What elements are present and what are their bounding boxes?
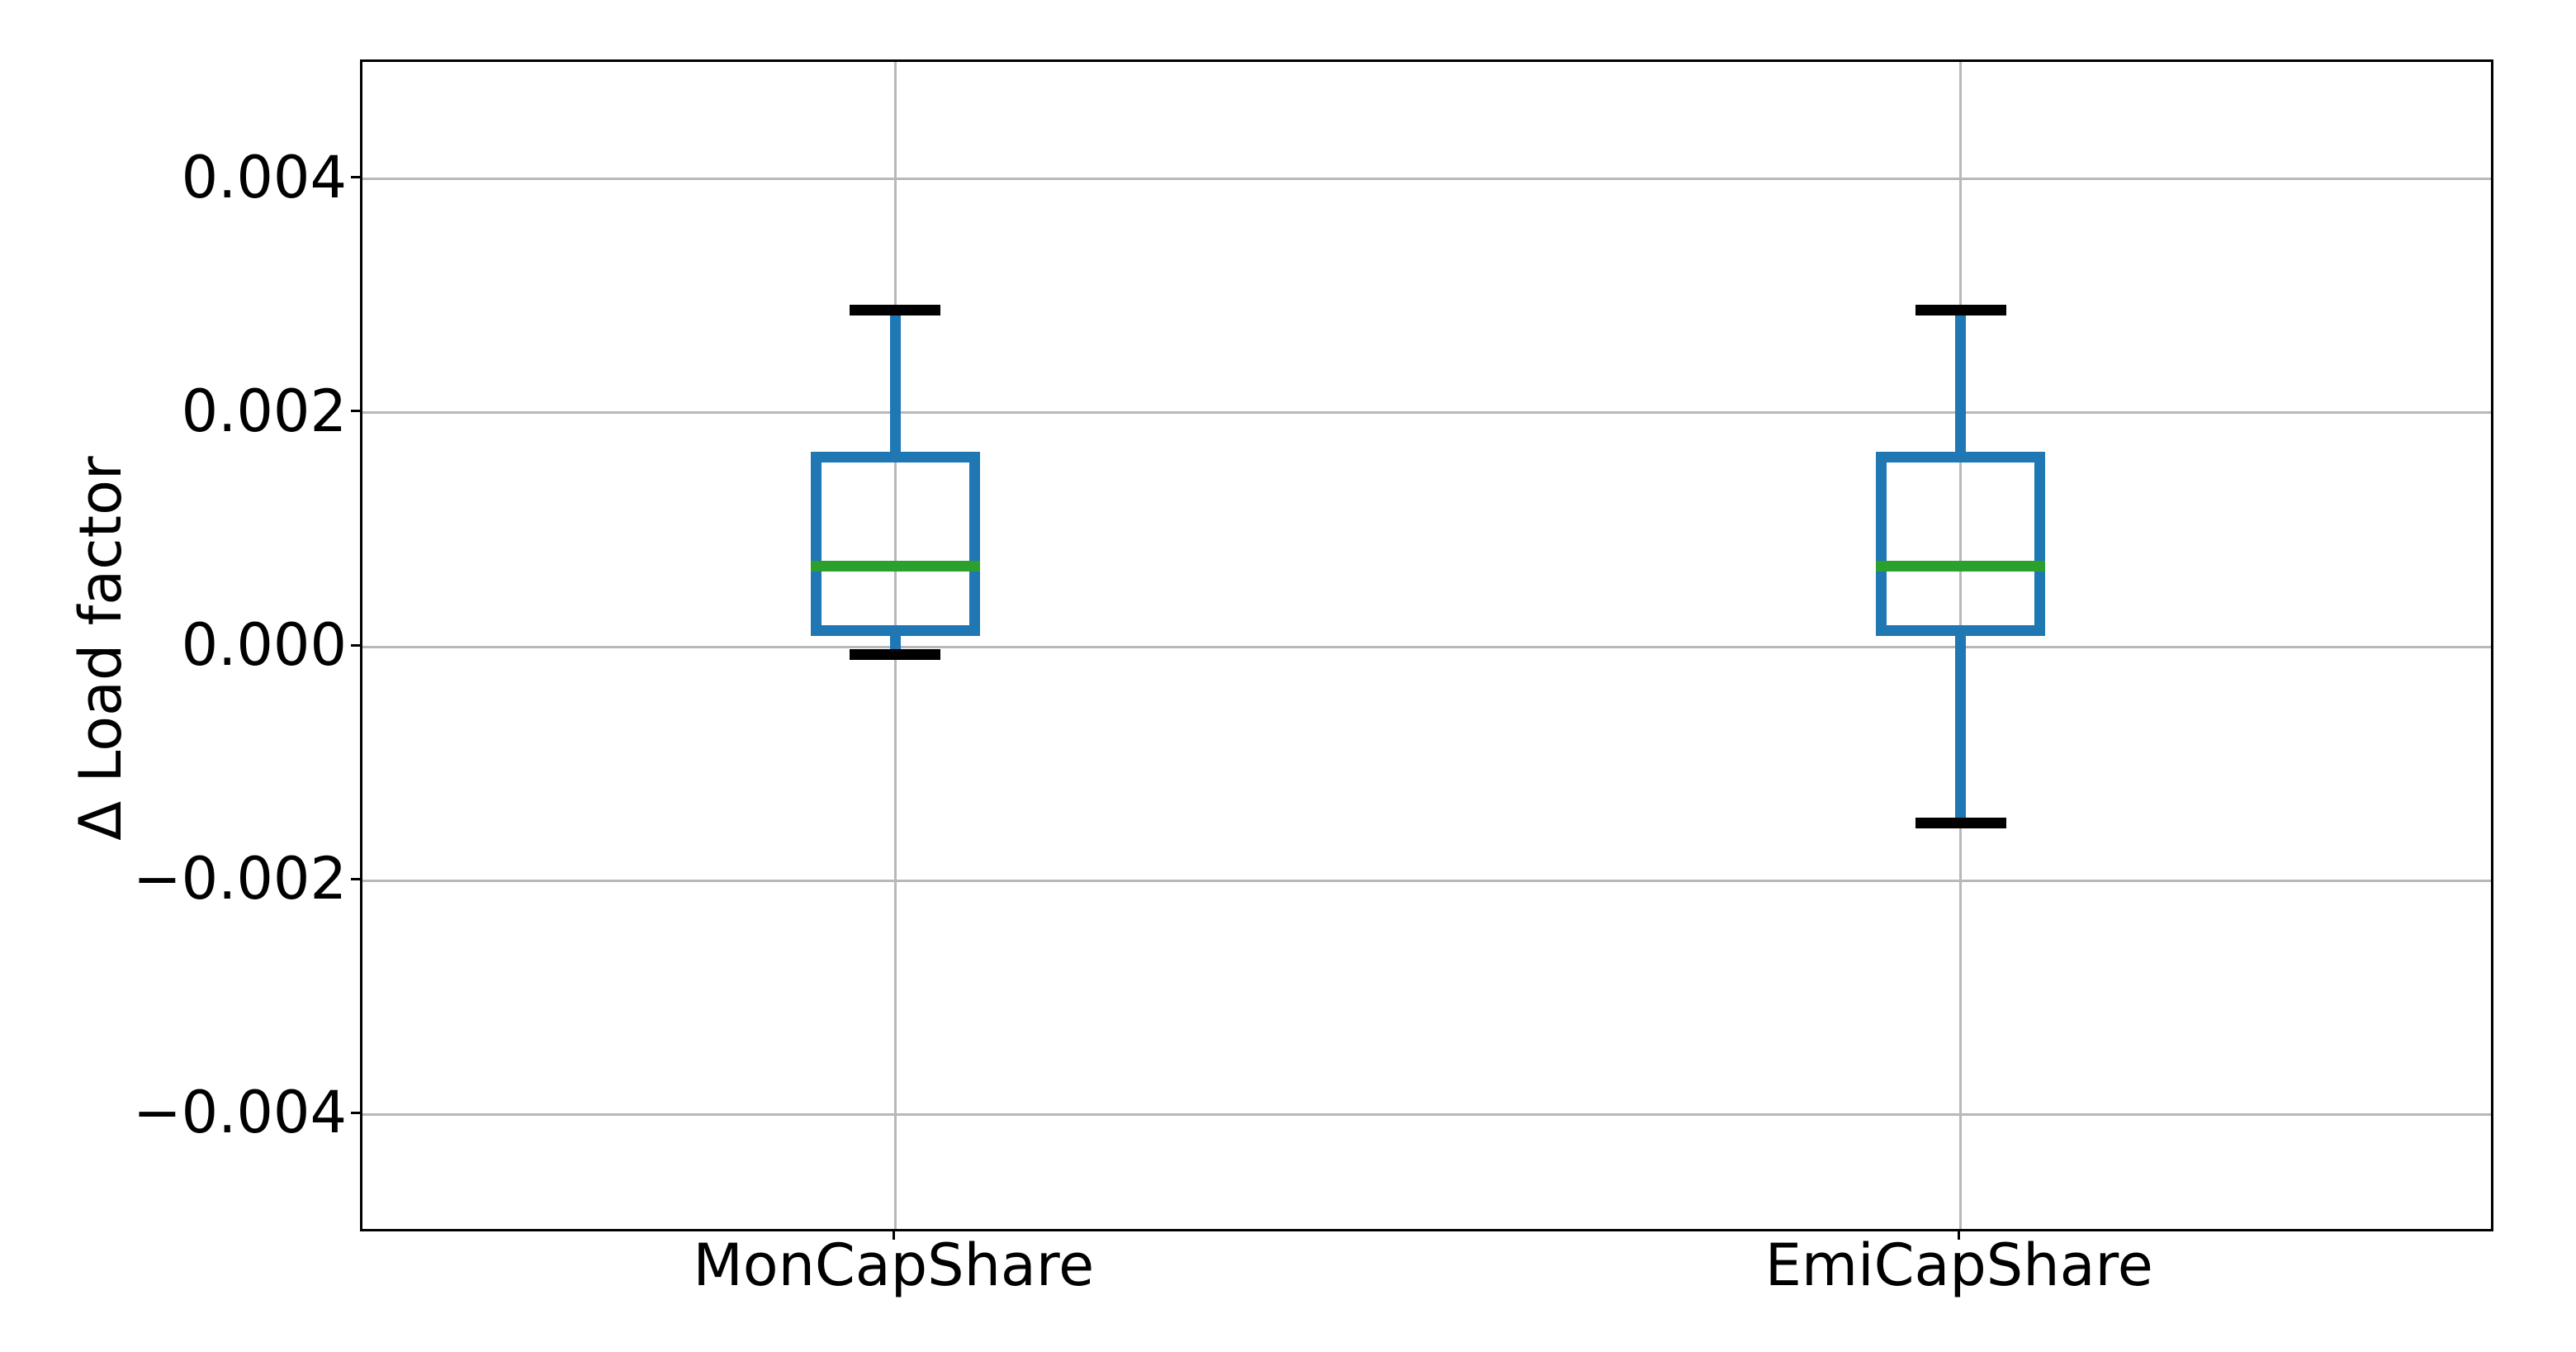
y-tick-mark: [351, 176, 361, 179]
upper-whisker-cap: [850, 304, 941, 315]
x-tick-label: MonCapShare: [693, 1231, 1095, 1299]
y-tick-mark: [351, 877, 361, 880]
y-gridline: [362, 879, 2491, 882]
lower-whisker: [889, 630, 901, 655]
y-tick-label: 0.000: [181, 611, 347, 679]
y-gridline: [362, 411, 2491, 415]
y-gridline: [362, 178, 2491, 181]
plot-area: [360, 59, 2493, 1231]
y-tick-mark: [351, 643, 361, 647]
y-gridline: [362, 1112, 2491, 1116]
upper-whisker-cap: [1915, 304, 2006, 315]
median-line: [810, 560, 980, 572]
x-tick-mark: [1958, 1230, 1961, 1240]
upper-whisker: [889, 310, 901, 458]
y-tick-mark: [351, 410, 361, 413]
y-tick-label: 0.004: [181, 143, 347, 211]
x-tick-mark: [892, 1230, 895, 1240]
y-tick-mark: [351, 1111, 361, 1114]
iqr-box: [1876, 452, 2046, 636]
x-tick-label: EmiCapShare: [1764, 1231, 2153, 1299]
upper-whisker: [1955, 310, 1967, 458]
lower-whisker-cap: [850, 649, 941, 661]
y-tick-label: 0.002: [181, 377, 347, 445]
lower-whisker: [1955, 630, 1967, 823]
y-tick-label: −0.004: [132, 1079, 347, 1147]
lower-whisker-cap: [1915, 818, 2006, 829]
median-line: [1876, 560, 2046, 572]
y-gridline: [362, 645, 2491, 648]
iqr-box: [810, 452, 980, 636]
y-tick-label: −0.002: [132, 845, 347, 913]
